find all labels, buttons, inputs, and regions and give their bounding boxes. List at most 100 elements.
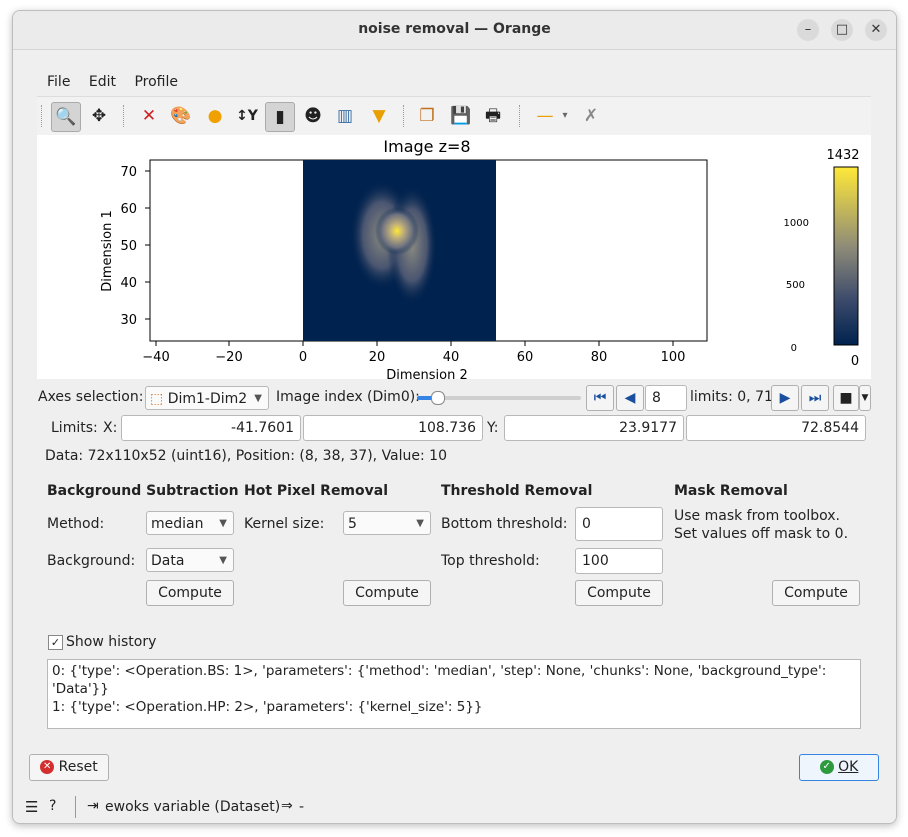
y-max-field[interactable]: 72.8544	[686, 415, 866, 441]
first-frame-button[interactable]: ⏮	[586, 385, 614, 411]
colorbar-min: 0	[851, 354, 859, 369]
tr-top-label: Top threshold:	[441, 553, 540, 569]
x-tick: 80	[591, 350, 608, 365]
mr-title: Mask Removal	[674, 483, 788, 499]
camera-dropdown-icon[interactable]: ▼	[859, 385, 871, 411]
prev-frame-button[interactable]: ◀	[616, 385, 644, 411]
plot-title: Image z=8	[383, 137, 470, 156]
colorbar-tick: 1000	[784, 218, 809, 229]
x-tick: 100	[661, 350, 686, 365]
show-history-checkbox[interactable]: ✓	[48, 635, 63, 650]
line-style-dropdown-icon[interactable]: ▾	[562, 110, 568, 121]
maximize-button[interactable]: □	[831, 19, 853, 41]
x-tick: −40	[142, 350, 169, 365]
limits-range-label: limits: 0, 71	[690, 389, 773, 405]
help-icon[interactable]: ?	[49, 798, 57, 814]
chevron-down-icon: ▼	[416, 518, 424, 529]
bs-method-label: Method:	[47, 516, 105, 532]
x-limits-label: X:	[103, 420, 118, 436]
reset-zoom-icon[interactable]: ✕	[141, 106, 157, 126]
history-line: 1: {'type': <Operation.HP: 2>, 'paramete…	[52, 699, 483, 715]
zoom-icon[interactable]: 🔍	[51, 102, 81, 132]
chevron-down-icon: ▼	[219, 555, 227, 566]
print-icon[interactable]: 🖶	[484, 106, 502, 126]
crosshair-icon[interactable]: ✗	[583, 106, 599, 126]
hp-kernel-value: 5	[348, 516, 357, 532]
x-tick: 60	[517, 350, 534, 365]
ok-icon: ✓	[819, 760, 834, 774]
hp-title: Hot Pixel Removal	[244, 483, 389, 499]
pan-icon[interactable]: ✥	[91, 106, 107, 126]
toolbar-separator	[123, 105, 125, 127]
image-index-slider[interactable]	[417, 391, 581, 405]
tr-bottom-field[interactable]: 0	[575, 507, 663, 541]
mr-compute-button[interactable]: Compute	[772, 580, 860, 606]
aspect-ratio-icon[interactable]: ▮	[265, 102, 295, 132]
reset-icon: ✕	[40, 760, 55, 774]
chevron-down-icon: ▼	[219, 518, 227, 529]
y-tick: 70	[120, 165, 137, 180]
y-min-field[interactable]: 23.9177	[504, 415, 684, 441]
bs-background-label: Background:	[47, 553, 136, 569]
hp-kernel-label: Kernel size:	[244, 516, 325, 532]
toolbar-separator	[519, 105, 521, 127]
marker-icon[interactable]: ●	[207, 106, 223, 126]
reset-button[interactable]: ✕ Reset	[29, 754, 109, 781]
image-index-label: Image index (Dim0):	[276, 389, 420, 405]
slider-fill	[417, 396, 437, 400]
bs-compute-button[interactable]: Compute	[146, 580, 234, 606]
x-tick: 0	[299, 350, 307, 365]
bs-background-value: Data	[151, 553, 185, 569]
image-index-field[interactable]: 8	[645, 385, 687, 411]
ok-label: OK	[838, 759, 859, 775]
axes-selection-value: Dim1-Dim2	[167, 391, 248, 407]
menu-file[interactable]: File	[47, 74, 71, 90]
mask-icon[interactable]: ☻	[304, 106, 322, 126]
x-tick: −20	[215, 350, 242, 365]
y-axis-icon[interactable]: ↕Y	[236, 108, 258, 124]
tr-top-field[interactable]: 100	[575, 548, 663, 574]
history-list[interactable]: 0: {'type': <Operation.BS: 1>, 'paramete…	[47, 659, 861, 729]
menu-profile[interactable]: Profile	[134, 74, 178, 90]
window-title: noise removal — Orange	[358, 21, 551, 37]
output-icon: ⇒	[281, 798, 293, 814]
y-tick: 40	[120, 276, 137, 291]
ok-button[interactable]: ✓ OK	[799, 754, 879, 781]
bs-background-combo[interactable]: Data ▼	[146, 548, 234, 572]
bs-method-combo[interactable]: median ▼	[146, 511, 234, 535]
camera-icon[interactable]: ■	[833, 385, 859, 411]
input-label[interactable]: ewoks variable (Dataset)	[105, 799, 281, 815]
chevron-down-icon: ▼	[254, 393, 262, 404]
save-icon[interactable]: 💾	[450, 106, 472, 126]
slider-handle[interactable]	[431, 391, 445, 405]
menu-icon[interactable]: ☰	[25, 798, 39, 816]
mr-desc-2: Set values off mask to 0.	[674, 526, 849, 542]
x-tick: 40	[443, 350, 460, 365]
hp-kernel-combo[interactable]: 5 ▼	[343, 511, 431, 535]
input-icon: ⇥	[87, 798, 99, 814]
copy-icon[interactable]: ❐	[419, 106, 435, 126]
close-button[interactable]: ✕	[865, 19, 887, 41]
line-style-icon[interactable]: —	[536, 106, 554, 126]
histogram-icon[interactable]: ▥	[336, 106, 354, 126]
menu-edit[interactable]: Edit	[88, 74, 117, 90]
y-tick: 60	[120, 202, 137, 217]
toolbar-separator	[403, 105, 405, 127]
next-frame-button[interactable]: ▶	[771, 385, 799, 411]
colorbar	[833, 166, 859, 346]
last-frame-button[interactable]: ⏭	[801, 385, 829, 411]
colormap-icon[interactable]: 🎨	[170, 106, 192, 126]
y-axis-label: Dimension 1	[100, 210, 115, 292]
x-min-field[interactable]: -41.7601	[121, 415, 301, 441]
tr-compute-button[interactable]: Compute	[575, 580, 663, 606]
bs-method-value: median	[151, 516, 204, 532]
image-plot[interactable]: Image z=8 70 60 50 40 30 −4	[37, 135, 871, 383]
x-max-field[interactable]: 108.736	[303, 415, 483, 441]
hp-compute-button[interactable]: Compute	[343, 580, 431, 606]
filter-icon[interactable]: ▼	[372, 106, 386, 126]
minimize-button[interactable]: –	[797, 19, 819, 41]
axes-selection-combo[interactable]: ⬚ Dim1-Dim2 ▼	[145, 386, 269, 410]
plot-area[interactable]: Image z=8 70 60 50 40 30 −4	[37, 135, 871, 383]
tr-bottom-label: Bottom threshold:	[441, 516, 568, 532]
output-label[interactable]: -	[299, 799, 305, 815]
